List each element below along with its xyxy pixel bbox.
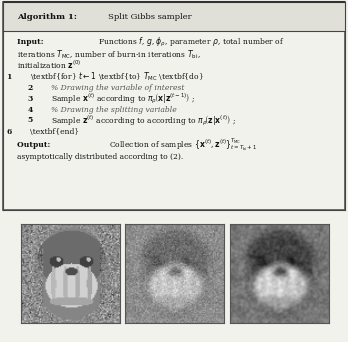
Text: Sample $\mathbf{z}^{(t)}$ according to according to $\pi_{\rho}\!\left(\mathbf{z: Sample $\mathbf{z}^{(t)}$ according to a… <box>51 113 236 128</box>
FancyBboxPatch shape <box>3 2 345 210</box>
Text: Split Gibbs sampler: Split Gibbs sampler <box>108 13 191 21</box>
Text: % Drawing the splitting variable: % Drawing the splitting variable <box>51 106 176 114</box>
Text: Collection of samples $\left\{\mathbf{x}^{(t)}, \mathbf{z}^{(t)}\right\}_{t=T_{\: Collection of samples $\left\{\mathbf{x}… <box>109 136 258 153</box>
Text: Sample $\mathbf{x}^{(t)}$ according to $\pi_{\rho}\!\left(\mathbf{x}|\mathbf{z}^: Sample $\mathbf{x}^{(t)}$ according to $… <box>51 91 196 106</box>
Text: 3: 3 <box>28 95 36 103</box>
Text: \textbf{for} $t \leftarrow 1$ \textbf{to} $T_{\mathrm{MC}}$ \textbf{do}: \textbf{for} $t \leftarrow 1$ \textbf{to… <box>30 70 204 83</box>
Bar <box>3 2 345 31</box>
Text: 2: 2 <box>28 84 36 92</box>
Text: 6: 6 <box>7 128 15 136</box>
Text: \textbf{end}: \textbf{end} <box>30 128 79 136</box>
Text: Input:: Input: <box>17 38 47 47</box>
Text: 1: 1 <box>7 73 15 81</box>
Text: % Drawing the variable of interest: % Drawing the variable of interest <box>51 84 184 92</box>
Text: Algorithm 1:: Algorithm 1: <box>17 13 77 21</box>
Text: initialization $\mathbf{z}^{(0)}$: initialization $\mathbf{z}^{(0)}$ <box>17 59 82 71</box>
Text: Functions $f$, $g$, $\phi_{\rho}$, parameter $\rho$, total number of: Functions $f$, $g$, $\phi_{\rho}$, param… <box>98 36 284 49</box>
Text: 4: 4 <box>28 106 36 114</box>
Text: asymptotically distributed according to (2).: asymptotically distributed according to … <box>17 153 184 161</box>
Text: 5: 5 <box>28 116 36 124</box>
Text: iterations $T_{\mathrm{MC}}$, number of burn-in iterations $T_{\mathrm{bi}}$,: iterations $T_{\mathrm{MC}}$, number of … <box>17 49 201 61</box>
Text: Output:: Output: <box>17 141 53 149</box>
